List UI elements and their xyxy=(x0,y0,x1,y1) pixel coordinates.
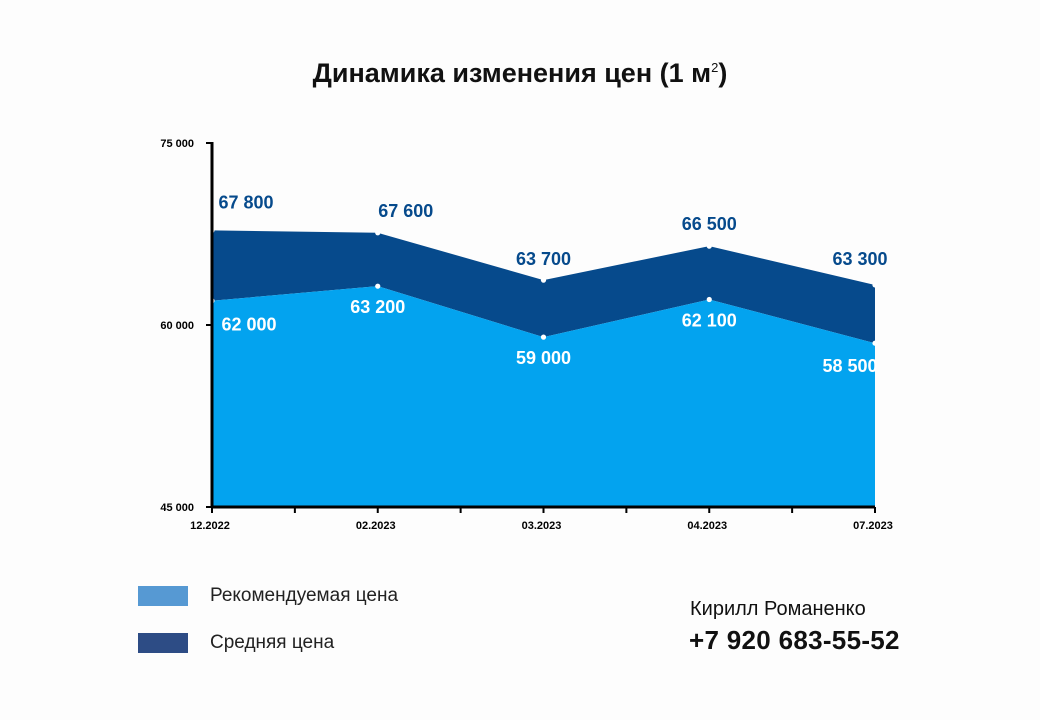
legend-swatch-average xyxy=(138,633,188,653)
data-label-recommended-4: 58 500 xyxy=(822,356,877,376)
contact-phone: +7 920 683-55-52 xyxy=(689,625,900,655)
point-average-1 xyxy=(375,230,381,236)
point-average-2 xyxy=(540,277,547,283)
x-tick-label-4: 07.2023 xyxy=(853,520,893,532)
series-area-recommended xyxy=(212,286,875,507)
contact-name: Кирилл Романенко xyxy=(690,598,866,620)
x-tick-label-2: 03.2023 xyxy=(522,520,562,532)
point-recommended-4 xyxy=(872,340,878,346)
legend-item-average: Средняя цена xyxy=(138,632,334,654)
x-tick-label-0: 12.2022 xyxy=(190,520,230,532)
x-tick-label-1: 02.2023 xyxy=(356,520,396,532)
y-tick-label-1: 60 000 xyxy=(160,320,194,332)
data-label-average-2: 63 700 xyxy=(516,249,571,269)
series-area-average xyxy=(212,230,875,344)
point-recommended-3 xyxy=(706,296,712,303)
data-label-recommended-1: 63 200 xyxy=(350,297,405,317)
chart-title: Динамика изменения цен (1 м2) xyxy=(312,58,728,88)
legend-swatch-recommended xyxy=(138,586,188,606)
legend-label-recommended: Рекомендуемая цена xyxy=(210,585,399,606)
data-label-average-3: 66 500 xyxy=(682,214,737,234)
y-tick-label-2: 75 000 xyxy=(160,138,194,150)
legend-label-average: Средняя цена xyxy=(210,632,335,653)
point-recommended-1 xyxy=(375,283,381,289)
y-tick-label-0: 45 000 xyxy=(160,502,194,514)
data-label-recommended-0: 62 000 xyxy=(221,315,276,335)
point-recommended-2 xyxy=(540,334,547,340)
data-label-recommended-2: 59 000 xyxy=(516,348,571,368)
data-label-average-0: 67 800 xyxy=(218,192,273,212)
data-label-average-4: 63 300 xyxy=(832,249,887,269)
point-average-4 xyxy=(872,282,878,288)
data-label-recommended-3: 62 100 xyxy=(682,311,737,331)
x-tick-label-3: 04.2023 xyxy=(687,520,727,532)
data-label-average-1: 67 600 xyxy=(378,201,433,221)
point-average-3 xyxy=(706,243,712,249)
legend-item-recommended: Рекомендуемая цена xyxy=(138,585,398,607)
